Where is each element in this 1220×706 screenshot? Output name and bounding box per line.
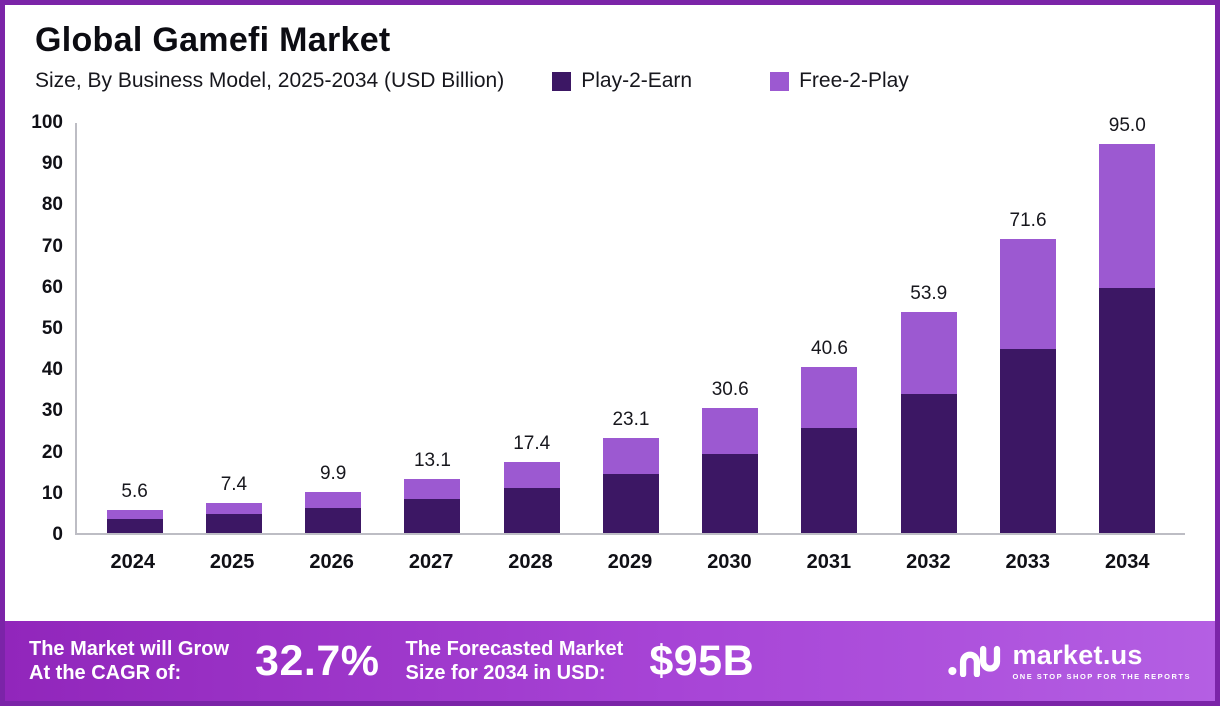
plot-area: 5.6 7.4 9.9 13.1 17.4 23.1 30.6 40.6 53.9 71.6 95.… [75,115,1185,535]
bar-segment-free2play [205,502,262,514]
y-axis: 0 10 20 30 40 50 60 70 80 90 100 [19,112,75,545]
bar-column: 40.6 [780,123,879,533]
legend-item-free2play: Free-2-Play [770,69,909,93]
bar-segment-free2play [900,312,957,395]
x-axis-label: 2025 [209,551,255,573]
bar-total-label: 30.6 [711,378,749,400]
x-axis-label: 2024 [110,551,155,573]
x-axis-label: 2026 [309,551,354,573]
y-tick-label: 100 [31,112,63,133]
x-axis-label: 2031 [806,551,852,573]
bar-segment-play2earn [1000,348,1057,533]
bar-column: 7.4 [184,123,283,533]
forecast-label-line1: The Forecasted Market [405,637,624,660]
cagr-label-line1: The Market will Grow [29,637,230,660]
bar-total-label: 53.9 [910,283,948,305]
legend-label: Play-2-Earn [581,69,693,92]
bar-segment-free2play [1099,143,1156,288]
legend-label: Free-2-Play [799,69,909,92]
bar-segment-free2play [801,366,858,429]
bar-column: 30.6 [681,123,780,533]
bar-total-label: 95.0 [1108,114,1146,136]
x-axis-label: 2029 [607,551,653,573]
bar-segment-free2play [503,461,560,489]
bar-total-label: 13.1 [413,450,451,472]
bar-total-label: 71.6 [1009,210,1047,232]
legend: Play-2-Earn Free-2-Play [552,69,909,93]
x-axis-label: 2032 [906,551,951,573]
bar-segment-play2earn [702,454,759,533]
cagr-label-line2: At the CAGR of: [29,662,182,684]
forecast-label: The Forecasted Market Size for 2034 in U… [405,637,623,686]
x-axis-label: 2027 [408,551,454,573]
bar-column: 53.9 [879,123,978,533]
bar-segment-play2earn [205,513,262,533]
bar-segment-free2play [1000,239,1057,349]
bar-column: 17.4 [482,123,581,533]
bar-total-label: 40.6 [811,337,848,359]
bar-segment-free2play [305,492,362,508]
bar-column: 95.0 [1078,115,1177,533]
bar-total-label: 9.9 [319,463,347,485]
bar-column: 71.6 [978,123,1077,533]
brand-name: market.us [1012,639,1143,670]
x-axis-label: 2033 [1005,551,1051,573]
y-tick-label: 80 [41,194,63,216]
bar-segment-play2earn [602,473,659,533]
header: Global Gamefi Market Size, By Business M… [5,5,1215,93]
legend-swatch-play2earn [552,71,572,91]
y-tick-label: 10 [41,482,63,504]
bar-column: 23.1 [581,123,680,533]
bar-segment-free2play [404,479,461,500]
x-axis-label: 2034 [1105,551,1150,573]
bar-segment-play2earn [801,428,858,533]
x-axis-label: 2028 [508,551,553,573]
y-tick-label: 0 [52,524,63,545]
y-tick-label: 90 [41,153,63,175]
bar-segment-play2earn [503,488,560,533]
bar-total-label: 5.6 [121,481,148,503]
brand-text: market.us ONE STOP SHOP FOR THE REPORTS [1012,639,1191,681]
cagr-label: The Market will Grow At the CAGR of: [29,637,229,686]
forecast-value: $95B [649,636,755,685]
bar-segment-play2earn [404,499,461,533]
chart-area: 0 10 20 30 40 50 60 70 80 90 100 5.6 7.4 9.9 13.1 17.4… [5,93,1215,574]
bar-column: 13.1 [383,123,482,533]
brand-tagline: ONE STOP SHOP FOR THE REPORTS [1012,671,1191,681]
bar-segment-play2earn [900,394,957,533]
bar-segment-play2earn [1099,287,1156,533]
brand-logo-icon [948,645,1001,677]
bar-total-label: 17.4 [513,432,551,454]
chart-subtitle: Size, By Business Model, 2025-2034 (USD … [35,69,505,92]
y-tick-label: 70 [41,235,63,257]
bar-segment-play2earn [305,507,362,533]
bar-segment-free2play [106,510,163,519]
y-tick-label: 60 [41,276,63,298]
x-axis-label: 2030 [707,551,752,573]
y-tick-label: 30 [41,400,63,422]
bar-segment-free2play [602,438,659,474]
x-axis: 2024 2025 2026 2027 2028 2029 2030 2031 2032 2033… [75,535,1185,574]
bar-segment-free2play [702,407,759,455]
bar-segment-play2earn [106,518,163,533]
forecast-label-line2: Size for 2034 in USD: [405,662,606,684]
y-tick-label: 40 [41,359,63,381]
bar-total-label: 7.4 [220,473,248,495]
legend-item-play2earn: Play-2-Earn [552,69,692,93]
legend-swatch-free2play [770,71,790,91]
bar-column: 9.9 [284,123,383,533]
plot-wrap: 5.6 7.4 9.9 13.1 17.4 23.1 30.6 40.6 53.9 71.6 95.… [75,115,1185,574]
bar-total-label: 23.1 [612,409,650,431]
bar-column: 5.6 [85,123,184,533]
page-title: Global Gamefi Market [35,21,391,59]
footer-banner: The Market will Grow At the CAGR of: 32.… [5,621,1215,701]
y-tick-label: 20 [41,441,63,463]
y-tick-label: 50 [41,318,63,339]
subtitle-row: Size, By Business Model, 2025-2034 (USD … [35,69,1185,93]
cagr-value: 32.7% [255,636,380,685]
brand-logo: market.us ONE STOP SHOP FOR THE REPORTS [948,639,1191,681]
